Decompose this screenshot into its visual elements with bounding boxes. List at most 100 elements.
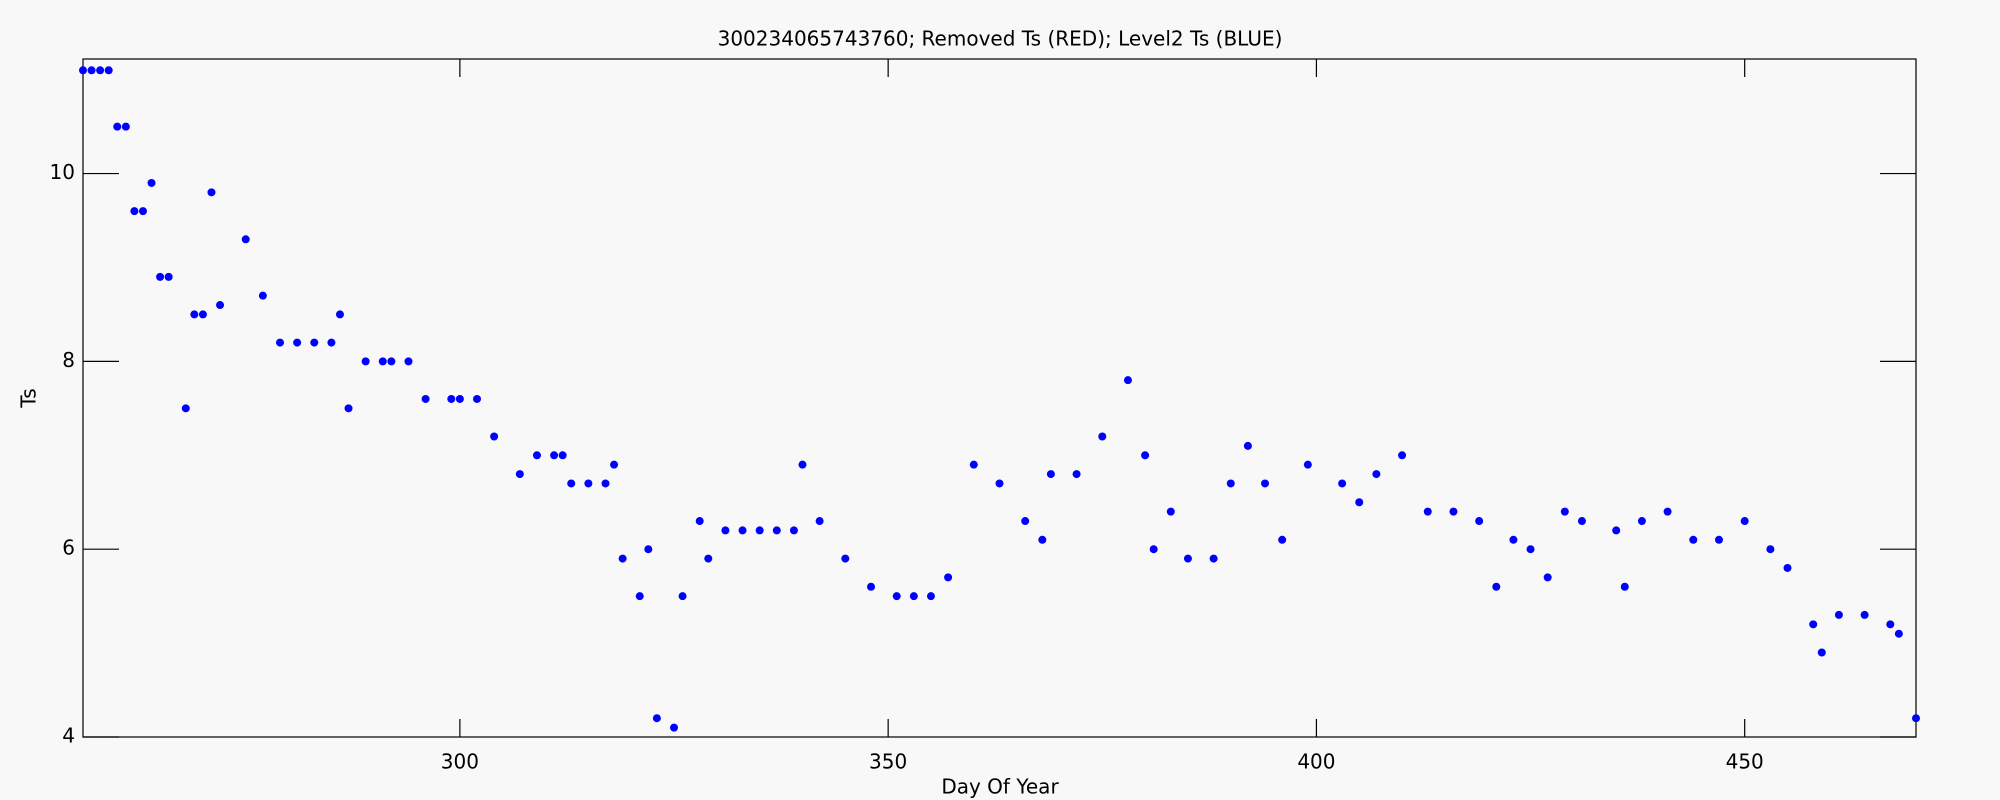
- data-point: [473, 394, 482, 403]
- data-point: [378, 357, 387, 366]
- data-point: [1098, 432, 1107, 441]
- y-tick-label: 4: [62, 724, 75, 748]
- data-point: [335, 310, 344, 319]
- data-point: [96, 66, 105, 75]
- data-point: [327, 338, 336, 347]
- x-tick-label: 400: [1297, 750, 1335, 774]
- data-point: [1860, 610, 1869, 619]
- data-point: [1912, 714, 1920, 723]
- data-point: [1526, 545, 1535, 554]
- data-point: [601, 479, 610, 488]
- data-point: [532, 451, 541, 460]
- data-point: [1243, 441, 1252, 450]
- data-point: [1141, 451, 1150, 460]
- data-point: [704, 554, 713, 563]
- data-point: [841, 554, 850, 563]
- data-point: [104, 66, 113, 75]
- data-point: [670, 723, 679, 732]
- x-tick-label: 450: [1726, 750, 1764, 774]
- data-point: [207, 188, 216, 197]
- data-point: [258, 291, 267, 300]
- y-tick-label: 6: [62, 536, 75, 560]
- data-point: [404, 357, 413, 366]
- data-point: [1689, 535, 1698, 544]
- data-point: [567, 479, 576, 488]
- data-point: [181, 404, 190, 413]
- data-point: [1577, 517, 1586, 526]
- data-point: [815, 517, 824, 526]
- data-point: [387, 357, 396, 366]
- data-point: [678, 592, 687, 601]
- data-point: [550, 451, 559, 460]
- data-point: [164, 272, 173, 281]
- data-point: [1809, 620, 1818, 629]
- data-point: [1423, 507, 1432, 516]
- data-point: [1123, 376, 1132, 385]
- data-point: [944, 573, 953, 582]
- data-point: [584, 479, 593, 488]
- data-point: [892, 592, 901, 601]
- data-point: [455, 394, 464, 403]
- data-point: [147, 178, 156, 187]
- data-point: [1278, 535, 1287, 544]
- data-point: [721, 526, 730, 535]
- data-point: [1560, 507, 1569, 516]
- data-point: [1398, 451, 1407, 460]
- data-point: [293, 338, 302, 347]
- data-point: [789, 526, 798, 535]
- data-point: [310, 338, 319, 347]
- data-point: [138, 207, 147, 216]
- data-point: [618, 554, 627, 563]
- data-point: [1620, 582, 1629, 591]
- data-point: [1072, 470, 1081, 479]
- data-point: [1834, 610, 1843, 619]
- data-point: [79, 66, 87, 75]
- data-point: [361, 357, 370, 366]
- data-point: [1783, 563, 1792, 572]
- data-point: [1046, 470, 1055, 479]
- x-tick-label: 350: [869, 750, 907, 774]
- data-point: [1261, 479, 1270, 488]
- data-point: [644, 545, 653, 554]
- data-point: [190, 310, 199, 319]
- data-point: [1021, 517, 1030, 526]
- data-point: [447, 394, 456, 403]
- data-point: [1475, 517, 1484, 526]
- data-point: [156, 272, 165, 281]
- data-point: [1449, 507, 1458, 516]
- data-point: [1372, 470, 1381, 479]
- data-point: [995, 479, 1004, 488]
- data-point: [276, 338, 285, 347]
- data-point: [1663, 507, 1672, 516]
- data-point: [1492, 582, 1501, 591]
- y-tick-label: 8: [62, 348, 75, 372]
- data-point: [1543, 573, 1552, 582]
- data-point: [1740, 517, 1749, 526]
- data-point: [610, 460, 619, 469]
- data-point: [798, 460, 807, 469]
- data-point: [1038, 535, 1047, 544]
- x-axis-label: Day Of Year: [941, 775, 1059, 799]
- data-point: [130, 207, 139, 216]
- data-point: [1355, 498, 1364, 507]
- data-point: [1226, 479, 1235, 488]
- data-point: [969, 460, 978, 469]
- data-point: [1766, 545, 1775, 554]
- data-point: [652, 714, 661, 723]
- data-point: [421, 394, 430, 403]
- data-point: [1637, 517, 1646, 526]
- plot-frame: [82, 58, 1917, 738]
- data-point: [113, 122, 122, 131]
- data-point: [515, 470, 524, 479]
- data-point: [1149, 545, 1158, 554]
- chart-title: 300234065743760; Removed Ts (RED); Level…: [718, 27, 1283, 51]
- data-point: [558, 451, 567, 460]
- y-tick-label: 10: [50, 160, 75, 184]
- data-point: [1714, 535, 1723, 544]
- data-point: [755, 526, 764, 535]
- data-point: [216, 301, 225, 310]
- data-point: [909, 592, 918, 601]
